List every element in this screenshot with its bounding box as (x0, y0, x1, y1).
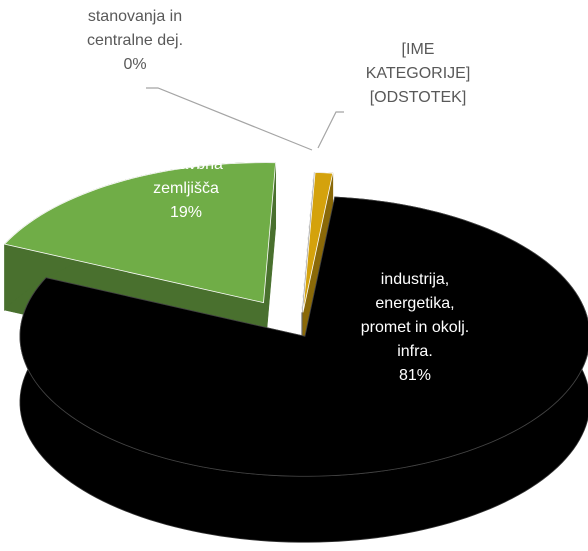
slice-top (19, 196, 588, 477)
data-label: nestavbna zemljišča 19% (126, 153, 246, 225)
pie-slice (19, 196, 588, 543)
category-label: [IME KATEGORIJE] [ODSTOTEK] (365, 41, 471, 106)
slice-top (3, 162, 277, 304)
data-label: stanovanja in centralne dej. 0% (60, 5, 210, 77)
leader-line (317, 111, 344, 149)
data-label: industrija, energetika, promet in okolj.… (355, 268, 475, 388)
category-label: stanovanja in centralne dej. (86, 8, 184, 49)
value-label: 81% (398, 367, 432, 384)
category-label: industrija, energetika, promet in okolj.… (360, 271, 470, 360)
value-label: 19% (169, 204, 203, 221)
value-label: 0% (123, 56, 147, 73)
leader-line (146, 87, 313, 151)
data-label: [IME KATEGORIJE] [ODSTOTEK] (363, 38, 473, 110)
slice-top (302, 172, 334, 313)
category-label: nestavbna zemljišča (149, 156, 223, 197)
